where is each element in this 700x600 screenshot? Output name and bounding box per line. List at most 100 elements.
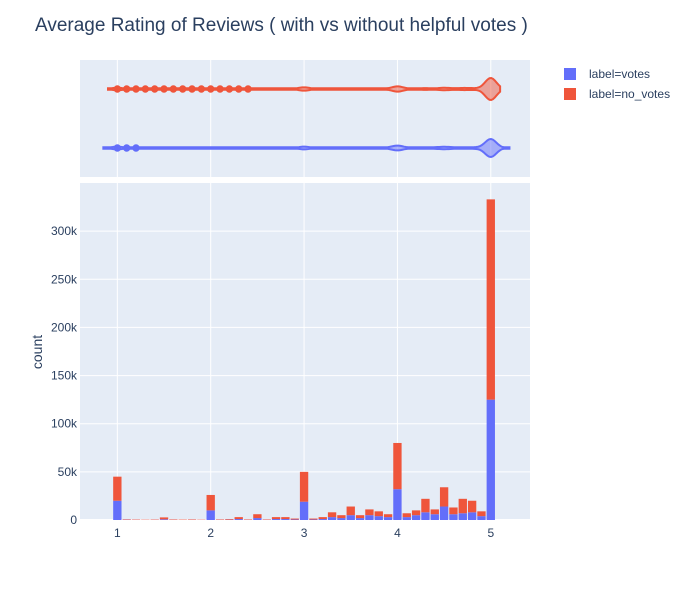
violin-panel [80,60,530,177]
bar-no_votes [449,507,458,515]
legend-label-votes: label=votes [589,67,650,81]
legend-label-no_votes: label=no_votes [589,87,670,101]
violin-point-no_votes [216,85,224,93]
bar-no_votes [309,518,318,520]
bar-no_votes [477,511,486,517]
bar-votes [159,519,169,520]
bar-votes [393,489,402,520]
bar-no_votes [365,509,374,516]
bar-no_votes [374,511,383,517]
bar-votes [477,516,486,520]
bar-no_votes [486,199,495,400]
bar-no_votes [206,494,215,511]
bar-no_votes [327,512,337,518]
violin-point-no_votes [244,85,252,93]
histogram-plot-area [80,183,530,520]
bar-no_votes [318,517,327,520]
bar-no_votes [253,514,262,519]
bar-votes [253,518,262,520]
violin-point-no_votes [169,85,178,93]
x-tick-label: 1 [114,526,121,540]
violin-point-no_votes [122,85,131,93]
bar-votes [467,512,477,520]
bar-votes [383,517,393,520]
y-tick-label: 200k [51,320,78,334]
bar-no_votes [458,498,467,514]
bar-votes [299,501,309,520]
bar-votes [234,519,243,520]
violin-votes [102,137,511,159]
violin-gridlines [116,60,492,177]
violin-point-no_votes [132,85,140,93]
histogram-panel: 1 2 3 4 5 0 50k 100k 150k 200k 250k 300k count [29,183,530,540]
bar-votes [346,515,355,520]
violin-point-no_votes [207,85,215,93]
bar-no_votes [299,471,309,502]
bar-no_votes [402,513,411,518]
y-axis-ticks: 0 50k 100k 150k 200k 250k 300k [51,224,78,527]
violin-point-no_votes [235,85,243,93]
bar-no_votes [290,518,299,520]
x-axis-ticks: 1 2 3 4 5 [114,526,494,540]
bar-votes [113,500,122,520]
bar-votes [327,517,337,520]
bar-votes [458,513,467,520]
bar-votes [411,515,421,520]
bar-votes [486,399,495,520]
bar-votes [374,516,383,520]
violin-plot-area [80,60,530,177]
bar-no_votes [113,476,122,501]
x-tick-label: 4 [394,526,401,540]
bar-no_votes [159,517,169,520]
bar-no_votes [467,500,477,513]
bar-votes [281,519,290,520]
bar-votes [402,517,411,520]
x-tick-label: 3 [301,526,308,540]
violin-point-no_votes [225,85,234,93]
y-tick-label: 150k [51,369,78,383]
y-tick-label: 250k [51,272,78,286]
chart-title: Average Rating of Reviews ( with vs with… [35,15,528,36]
violin-point-no_votes [150,85,159,93]
bar-no_votes [439,487,449,507]
bar-votes [421,512,430,520]
x-tick-label: 5 [487,526,494,540]
bar-no_votes [234,517,243,520]
violin-point-votes [132,144,140,152]
violin-point-no_votes [141,85,150,93]
bar-votes [355,518,365,520]
bar-votes [439,506,449,520]
bar-no_votes [411,510,421,516]
bar-votes [430,514,439,520]
legend: label=votes label=no_votes [564,67,670,101]
legend-swatch-votes [564,68,576,80]
bar-no_votes [337,515,346,519]
histogram-bars [113,199,495,520]
bar-votes [365,515,374,520]
x-tick-label: 2 [207,526,214,540]
violin-shapes [102,76,511,159]
bar-votes [337,518,346,520]
bar-no_votes [281,517,290,520]
bar-no_votes [421,498,430,513]
legend-swatch-no_votes [564,88,576,100]
violin-point-no_votes [113,85,122,93]
y-tick-label: 50k [58,465,78,479]
bar-no_votes [225,519,234,520]
bar-no_votes [430,509,439,515]
bar-votes [449,514,458,520]
y-tick-label: 0 [70,513,77,527]
y-tick-label: 300k [51,224,78,238]
violin-point-no_votes [160,85,168,93]
bar-no_votes [271,517,281,520]
violin-point-no_votes [197,85,206,93]
bar-no_votes [383,514,393,518]
y-tick-label: 100k [51,417,78,431]
violin-point-no_votes [188,85,196,93]
bar-votes [318,519,327,520]
bar-no_votes [346,506,355,516]
violin-point-votes [113,144,122,152]
bar-votes [271,519,281,520]
y-axis-title: count [29,335,45,369]
